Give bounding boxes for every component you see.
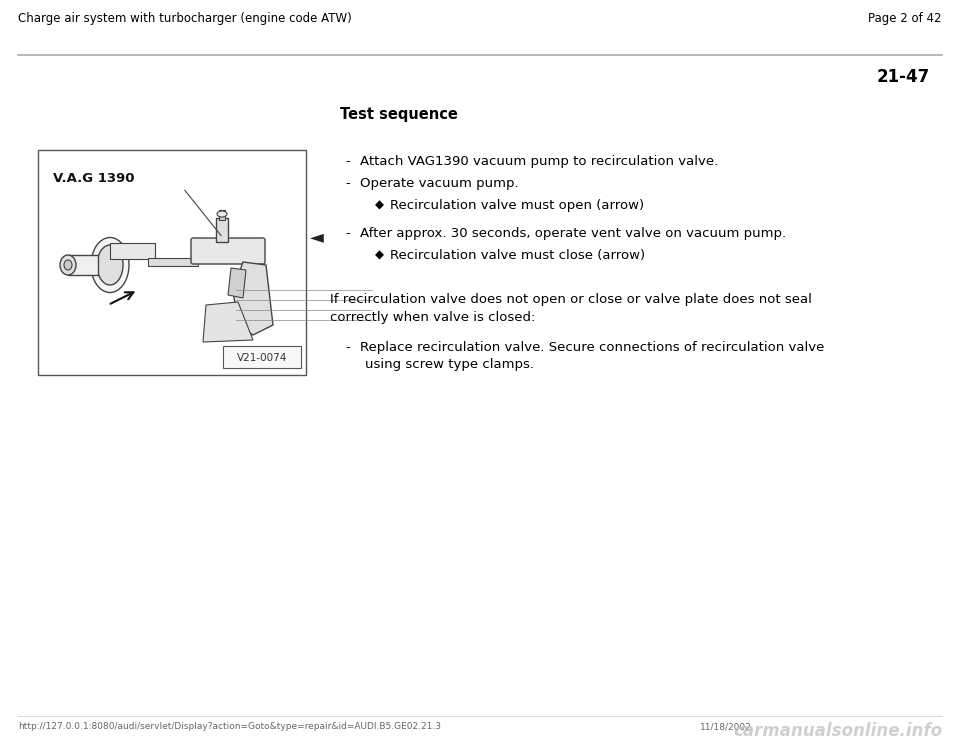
Text: carmanualsonline.info: carmanualsonline.info bbox=[732, 722, 942, 740]
Bar bbox=[38, 150, 306, 375]
Bar bbox=[219, 210, 225, 220]
Bar bbox=[68, 255, 98, 275]
Text: ◆: ◆ bbox=[375, 199, 384, 212]
Polygon shape bbox=[228, 268, 246, 298]
Text: http://127.0.0.1:8080/audi/servlet/Display?action=Goto&type=repair&id=AUDI.B5.GE: http://127.0.0.1:8080/audi/servlet/Displ… bbox=[18, 722, 441, 731]
Text: 11/18/2002: 11/18/2002 bbox=[700, 722, 752, 731]
Polygon shape bbox=[203, 302, 253, 342]
Text: -: - bbox=[345, 227, 349, 240]
Text: Attach VAG1390 vacuum pump to recirculation valve.: Attach VAG1390 vacuum pump to recirculat… bbox=[360, 155, 718, 168]
Text: -: - bbox=[345, 177, 349, 190]
Text: Operate vacuum pump.: Operate vacuum pump. bbox=[360, 177, 518, 190]
Text: Recirculation valve must open (arrow): Recirculation valve must open (arrow) bbox=[390, 199, 644, 212]
Bar bbox=[216, 218, 228, 242]
Ellipse shape bbox=[91, 237, 129, 292]
Text: V.A.G 1390: V.A.G 1390 bbox=[53, 172, 134, 185]
Text: -: - bbox=[345, 341, 349, 354]
Ellipse shape bbox=[97, 245, 123, 285]
Text: ◆: ◆ bbox=[375, 249, 384, 262]
Text: using screw type clamps.: using screw type clamps. bbox=[365, 358, 534, 371]
Text: Charge air system with turbocharger (engine code ATW): Charge air system with turbocharger (eng… bbox=[18, 12, 351, 25]
Bar bbox=[148, 258, 198, 266]
Text: If recirculation valve does not open or close or valve plate does not seal: If recirculation valve does not open or … bbox=[330, 293, 812, 306]
Text: After approx. 30 seconds, operate vent valve on vacuum pump.: After approx. 30 seconds, operate vent v… bbox=[360, 227, 786, 240]
Text: Replace recirculation valve. Secure connections of recirculation valve: Replace recirculation valve. Secure conn… bbox=[360, 341, 825, 354]
Text: -: - bbox=[345, 155, 349, 168]
Ellipse shape bbox=[60, 255, 76, 275]
Text: V21-0074: V21-0074 bbox=[237, 353, 287, 363]
Ellipse shape bbox=[217, 211, 227, 217]
Text: Page 2 of 42: Page 2 of 42 bbox=[869, 12, 942, 25]
Text: Recirculation valve must close (arrow): Recirculation valve must close (arrow) bbox=[390, 249, 645, 262]
Bar bbox=[110, 243, 155, 259]
Polygon shape bbox=[233, 262, 273, 335]
Text: correctly when valve is closed:: correctly when valve is closed: bbox=[330, 311, 536, 324]
FancyBboxPatch shape bbox=[191, 238, 265, 264]
Ellipse shape bbox=[64, 260, 72, 270]
FancyBboxPatch shape bbox=[223, 346, 301, 368]
Text: Test sequence: Test sequence bbox=[340, 107, 458, 122]
Text: 21-47: 21-47 bbox=[876, 68, 930, 86]
Text: ◄: ◄ bbox=[310, 228, 324, 246]
